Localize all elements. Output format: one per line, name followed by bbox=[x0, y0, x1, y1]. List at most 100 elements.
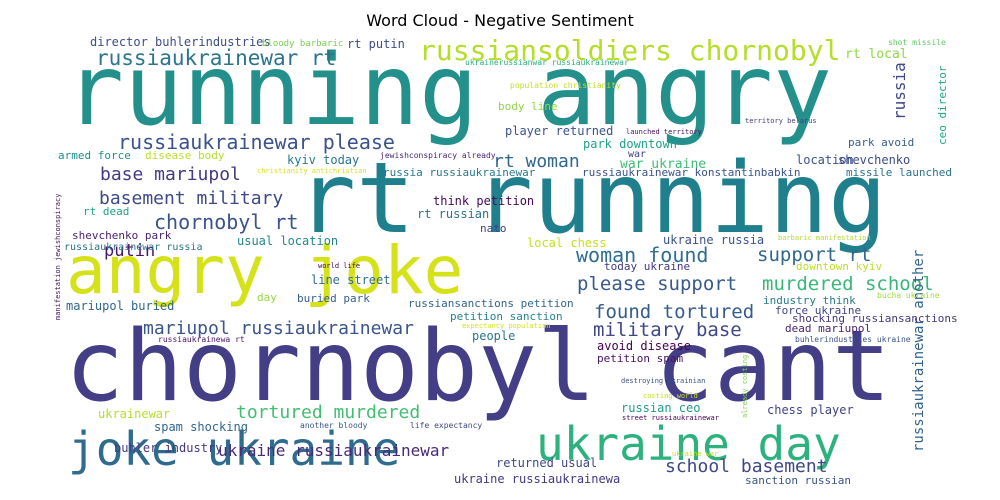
word-christianity-antichristian: christianity antichristian bbox=[257, 167, 367, 175]
word-sanction-russian: sanction russian bbox=[745, 474, 851, 487]
word-russiaukrainewar-another: russiaukrainewar another bbox=[911, 250, 927, 452]
word-angry-joke: angry joke bbox=[66, 232, 463, 309]
word-school-basement: school basement bbox=[665, 456, 828, 477]
word-body-line: body line bbox=[498, 100, 558, 113]
word-destroying-ukrainian: destroying ukrainian bbox=[621, 377, 705, 385]
word-force-ukraine: force ukraine bbox=[775, 304, 861, 317]
word-rt-dead: rt dead bbox=[83, 205, 129, 218]
word-ceo-director: ceo director bbox=[936, 65, 949, 145]
word-park-avoid: park avoid bbox=[848, 136, 914, 149]
word-armed-force: armed force bbox=[58, 149, 131, 162]
word-found-tortured: found tortured bbox=[594, 301, 754, 323]
word-downtown-kyiv: downtown kyiv bbox=[796, 260, 882, 273]
word-population-christianity: population christianity bbox=[510, 81, 621, 90]
word-already-costing: already costing bbox=[741, 355, 749, 418]
word-woman-found: woman found bbox=[576, 243, 708, 267]
word-director-buhlerindustries: director buhlerindustries bbox=[90, 35, 271, 49]
word-russian-ceo: russian ceo bbox=[621, 401, 700, 415]
word-shocking-russiansanctions: shocking russiansanctions bbox=[792, 312, 958, 325]
word-bloody-barbaric: bloody barbaric bbox=[262, 39, 343, 49]
word-rt-running: rt running bbox=[297, 142, 887, 256]
word-expectancy-population: expectancy population bbox=[462, 322, 551, 330]
word-shevchenko: shevchenko bbox=[838, 153, 910, 167]
word-today-ukraine: today ukraine bbox=[604, 260, 690, 273]
word-please-support: please support bbox=[577, 273, 737, 295]
word-murdered-school: murdered school bbox=[762, 273, 934, 295]
word-line-street: line street bbox=[311, 273, 390, 287]
word-petition-spam: petition spam bbox=[597, 352, 683, 365]
word-costing-world: costing world bbox=[643, 392, 698, 400]
word-think-petition: think petition bbox=[433, 194, 534, 208]
word-buried-park: buried park bbox=[297, 292, 370, 305]
word-location: location bbox=[796, 153, 854, 167]
word-ukraine-day: ukraine day bbox=[536, 417, 841, 471]
word-russia-russiaukrainewar: russia russiaukrainewar bbox=[383, 166, 536, 179]
word-shevchenko-park: shevchenko park bbox=[72, 229, 172, 242]
word-russia: russia bbox=[890, 62, 909, 120]
word-russiaukrainewa-rt: russiaukrainewa rt bbox=[158, 335, 245, 344]
word-nato: nato bbox=[480, 222, 507, 235]
word-petition-sanction: petition sanction bbox=[450, 310, 563, 323]
word-dead-mariupol: dead mariupol bbox=[785, 322, 871, 335]
word-war: war bbox=[628, 149, 646, 160]
word-mariupol-russiaukrainewar: mariupol russiaukrainewar bbox=[143, 318, 414, 339]
word-missile-launched: missile launched bbox=[846, 166, 952, 179]
word-shot-missile: shot missile bbox=[888, 38, 946, 47]
word-usual-location: usual location bbox=[237, 234, 338, 248]
word-world-life: world life bbox=[318, 262, 360, 270]
word-ukraine-russiaukrainewar: ukraine russiaukrainewar bbox=[218, 441, 450, 460]
word-ukraine-war: ukraine war bbox=[672, 450, 718, 458]
chart-title: Word Cloud - Negative Sentiment bbox=[366, 11, 634, 30]
word-mariupol-buried: mariupol buried bbox=[66, 299, 174, 313]
word-manifestation-jewishconspiracy: manifestation jewishconspiracy bbox=[54, 194, 62, 320]
word-buhlerindustries-ukraine: buhlerindustries ukraine bbox=[795, 335, 911, 344]
word-local-chess: local chess bbox=[527, 236, 606, 250]
word-russiansoldiers-chornobyl: russiansoldiers chornobyl bbox=[419, 34, 840, 67]
word-ukraine-russiaukrainewa: ukraine russiaukrainewa bbox=[454, 472, 620, 486]
word-ukraine-russia: ukraine russia bbox=[663, 233, 764, 247]
word-chornobyl-rt: chornobyl rt bbox=[154, 210, 299, 234]
word-disease-body: disease body bbox=[145, 149, 225, 162]
word-life-expectancy: life expectancy bbox=[410, 421, 482, 430]
word-russiaukrainewar-russia: russiaukrainewar russia bbox=[64, 242, 202, 253]
word-rt-russian: rt russian bbox=[417, 207, 489, 221]
word-jewishconspiracy-already: jewishconspiracy already bbox=[380, 151, 496, 160]
word-russiansanctions-petition: russiansanctions petition bbox=[408, 297, 574, 310]
word-people: people bbox=[472, 329, 515, 343]
word-avoid-disease: avoid disease bbox=[597, 339, 691, 353]
word-rt-putin: rt putin bbox=[347, 37, 405, 51]
word-launched-territory: launched territory bbox=[626, 128, 702, 136]
word-putin: putin bbox=[104, 241, 155, 261]
word-street-russiaukrainewar: street russiaukrainewar bbox=[622, 414, 719, 422]
word-rt-local: rt local bbox=[845, 47, 908, 62]
word-base-mariupol: base mariupol bbox=[100, 164, 241, 185]
word-player-returned: player returned bbox=[505, 124, 613, 138]
word-chornobyl-cant: chornobyl cant bbox=[65, 310, 891, 424]
word-russiaukrainewar-please: russiaukrainewar please bbox=[118, 130, 395, 154]
word-ukrainewar: ukrainewar bbox=[98, 407, 170, 421]
word-russiaukrainewar-konstantinbabkin: russiaukrainewar konstantinbabkin bbox=[582, 166, 801, 179]
word-ukrainerussianwar-russiaukrainewar: ukrainerussianwar russiaukrainewar bbox=[465, 58, 629, 67]
word-day: day bbox=[257, 291, 277, 304]
word-buhler-industry: buhler industry bbox=[114, 441, 222, 455]
word-barbaric-manifestation: barbaric manifestation bbox=[778, 234, 871, 242]
word-bucha-ukraine: bucha ukraine bbox=[877, 291, 940, 300]
word-returned-usual: returned usual bbox=[496, 456, 597, 470]
word-park-downtown: park downtown bbox=[583, 137, 677, 151]
word-basement-military: basement military bbox=[99, 188, 283, 209]
word-chess-player: chess player bbox=[767, 403, 854, 417]
word-support-rt: support rt bbox=[757, 244, 871, 266]
word-war-ukraine: war ukraine bbox=[620, 157, 706, 172]
word-military-base: military base bbox=[593, 319, 742, 341]
word-spam-shocking: spam shocking bbox=[154, 420, 248, 434]
word-running-angry: running angry bbox=[65, 34, 832, 148]
word-russiaukrainewar-rt: russiaukrainewar rt bbox=[96, 46, 336, 70]
word-territory-belarus: territory belarus bbox=[745, 117, 817, 125]
word-rt-woman: rt woman bbox=[493, 151, 580, 172]
word-another-bloody: another bloody bbox=[300, 421, 368, 430]
word-industry-think: industry think bbox=[763, 294, 856, 307]
word-tortured-murdered: tortured murdered bbox=[236, 402, 420, 423]
word-joke-ukraine: joke ukraine bbox=[68, 422, 400, 476]
word-kyiv-today: kyiv today bbox=[287, 153, 359, 167]
